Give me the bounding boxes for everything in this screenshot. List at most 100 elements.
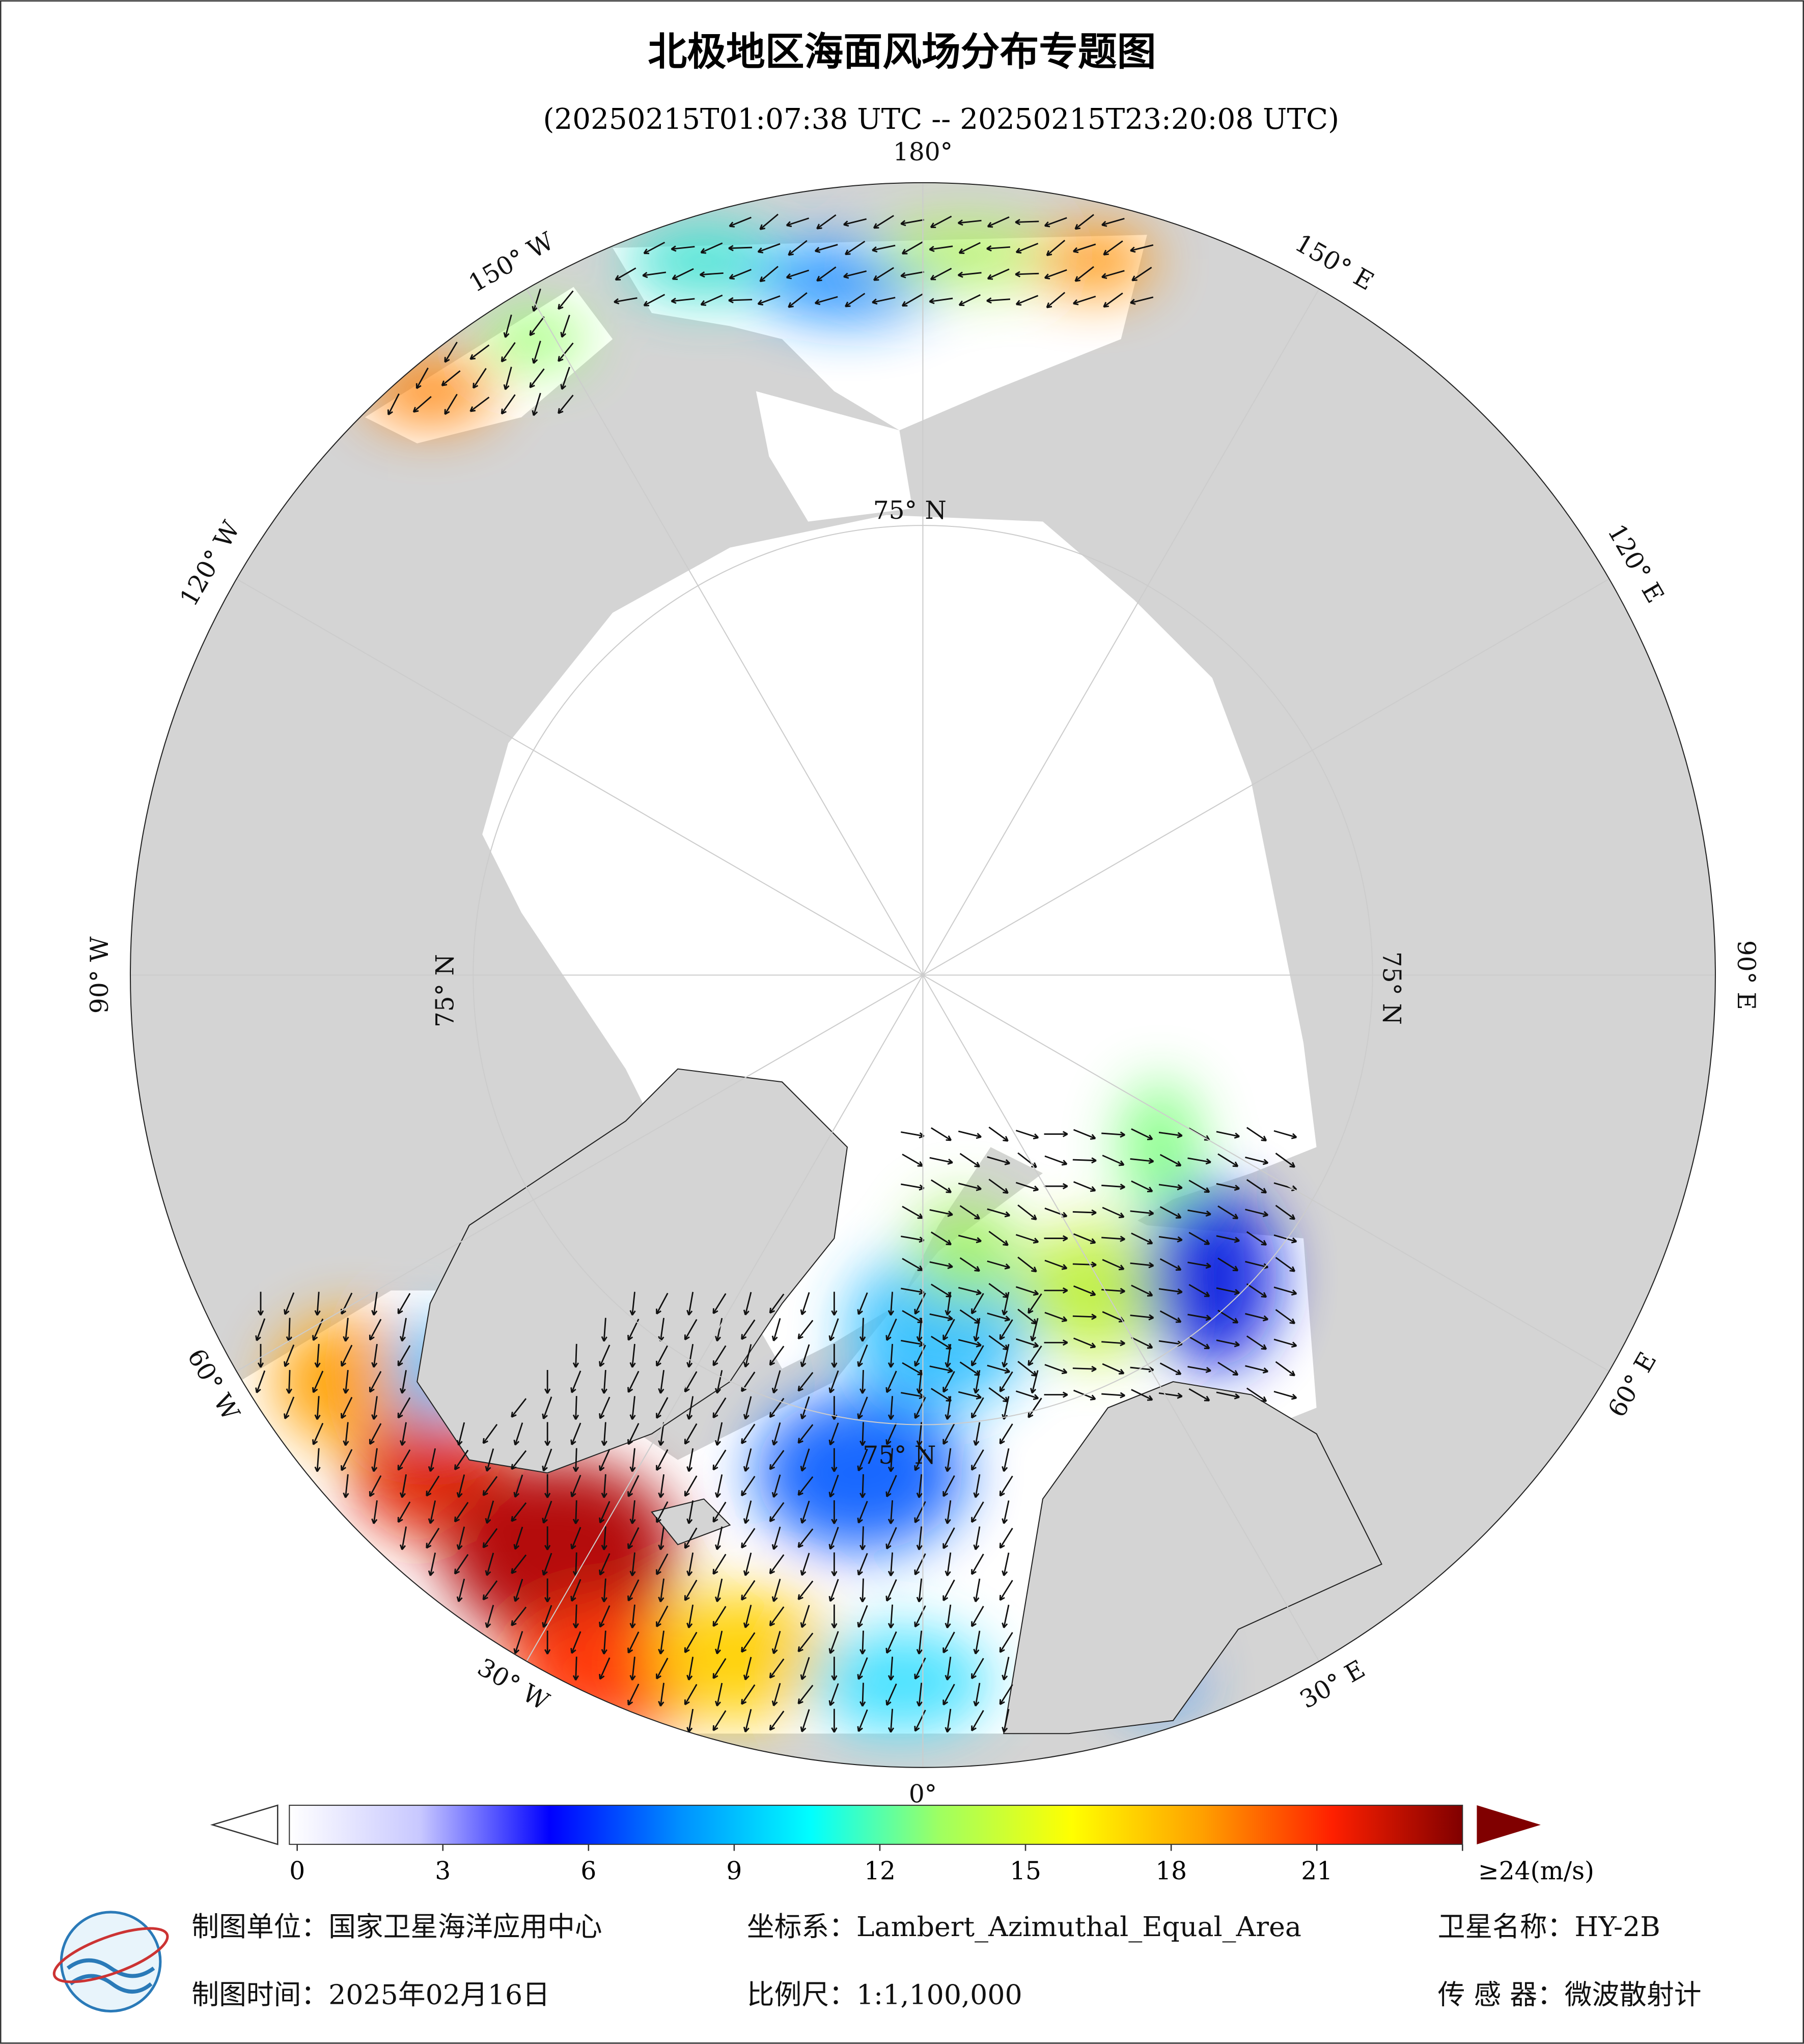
wind-arrow	[999, 1475, 1013, 1497]
wind-arrow	[1273, 1390, 1297, 1400]
wind-arrow	[885, 1475, 897, 1498]
wind-arrow	[828, 1318, 839, 1341]
wind-arrow	[570, 1527, 581, 1550]
wind-arrow	[1159, 1310, 1182, 1323]
wind-arrow	[1275, 1309, 1296, 1324]
wind-arrow	[1217, 1205, 1239, 1219]
wind-arrow	[1130, 244, 1154, 253]
subtitle: (20250215T01:07:38 UTC -- 20250215T23:20…	[543, 103, 1340, 136]
wind-arrow	[828, 1683, 839, 1706]
colorbar-over	[1477, 1805, 1541, 1844]
wind-arrow	[511, 1502, 527, 1522]
wind-arrow	[831, 1709, 838, 1733]
meridian	[922, 288, 1320, 975]
wind-arrow	[1216, 1235, 1240, 1243]
wind-arrow	[1275, 1361, 1296, 1377]
wind-arrow	[513, 1422, 523, 1446]
wind-arrow	[916, 1683, 923, 1707]
wind-arrow	[986, 297, 1011, 304]
wind-arrow	[914, 1501, 926, 1523]
wind-arrow	[741, 1423, 756, 1444]
wind-arrow	[971, 1397, 984, 1419]
wind-arrow	[700, 242, 723, 254]
colorbar-tick-label: 15	[1010, 1857, 1041, 1886]
wind-arrow	[916, 1422, 923, 1446]
wind-arrow	[456, 1526, 465, 1550]
meridian	[526, 288, 924, 975]
wind-arrow	[1216, 1183, 1240, 1191]
wind-arrow	[501, 342, 516, 362]
wind-arrow	[1002, 1448, 1010, 1472]
wind-arrow	[902, 1362, 924, 1376]
colorbar-tick-label: 21	[1301, 1857, 1333, 1886]
wind-arrow	[816, 266, 837, 282]
wind-arrow	[759, 266, 779, 283]
wind-arrow	[987, 216, 1010, 228]
wind-arrow	[916, 1630, 923, 1655]
wind-arrow	[800, 1657, 810, 1681]
wind-arrow	[887, 1657, 895, 1681]
wind-arrow	[1072, 1313, 1097, 1320]
wind-arrow	[945, 1709, 952, 1733]
wind-arrow	[257, 1292, 264, 1316]
wind-arrow	[387, 393, 400, 415]
wind-arrow	[987, 268, 1010, 280]
wind-arrow	[1044, 1259, 1068, 1270]
wind-arrow	[570, 1422, 581, 1445]
wind-arrow	[828, 1527, 839, 1550]
wind-arrow	[601, 1578, 607, 1603]
wind-arrow	[426, 1527, 440, 1549]
wind-arrow	[343, 1369, 349, 1394]
wind-arrow	[340, 1345, 353, 1367]
wind-arrow	[743, 1344, 752, 1368]
wind-arrow	[1028, 1345, 1042, 1366]
wind-arrow	[1158, 1392, 1183, 1399]
wind-arrow	[800, 1553, 810, 1576]
wind-arrow	[343, 1474, 349, 1498]
wind-arrow	[831, 1292, 838, 1316]
wind-arrow	[786, 217, 810, 228]
wind-arrow	[1246, 1127, 1267, 1141]
wind-arrow	[1102, 1258, 1125, 1271]
wind-arrow	[399, 1526, 407, 1550]
wind-arrow	[929, 1209, 953, 1217]
wind-arrow	[828, 1631, 839, 1654]
wind-arrow	[987, 1312, 1011, 1322]
wind-arrow	[544, 1474, 551, 1498]
wind-arrow	[901, 293, 923, 307]
latitude-label: 75° N	[431, 954, 460, 1027]
wind-arrow	[859, 1630, 866, 1655]
wind-arrow	[513, 1631, 523, 1654]
wind-arrow	[831, 1448, 838, 1472]
wind-arrow	[1073, 1129, 1096, 1140]
wind-arrow	[672, 268, 694, 281]
wind-arrow	[797, 1424, 814, 1444]
wind-arrow	[958, 242, 981, 254]
wind-arrow	[469, 397, 490, 412]
wind-arrow	[1017, 1204, 1037, 1220]
wind-arrow	[971, 1658, 984, 1679]
wind-arrow	[1246, 1335, 1267, 1350]
wind-arrow	[599, 1657, 610, 1680]
wind-arrow	[700, 294, 723, 306]
meridian	[922, 974, 1609, 1372]
wind-arrow	[428, 1500, 436, 1524]
wind-arrow	[658, 1474, 665, 1498]
wind-arrow	[485, 1448, 494, 1472]
wind-arrow	[800, 1292, 810, 1315]
wind-arrow	[887, 1709, 895, 1733]
wind-arrow	[857, 1605, 868, 1628]
wind-arrow	[1072, 1157, 1097, 1164]
wind-arrow	[371, 1500, 378, 1524]
wind-arrow	[544, 1578, 551, 1603]
wind-arrow	[887, 1552, 895, 1577]
wind-arrow	[957, 271, 982, 278]
title: 北极地区海面风场分布专题图	[648, 29, 1156, 75]
wind-arrow	[873, 267, 894, 281]
wind-arrow	[684, 1684, 698, 1705]
wind-arrow	[686, 1709, 694, 1733]
wind-arrow	[999, 1527, 1013, 1549]
wind-arrow	[1002, 1500, 1010, 1524]
wind-arrow	[743, 1448, 752, 1472]
wind-arrow	[284, 1396, 295, 1419]
